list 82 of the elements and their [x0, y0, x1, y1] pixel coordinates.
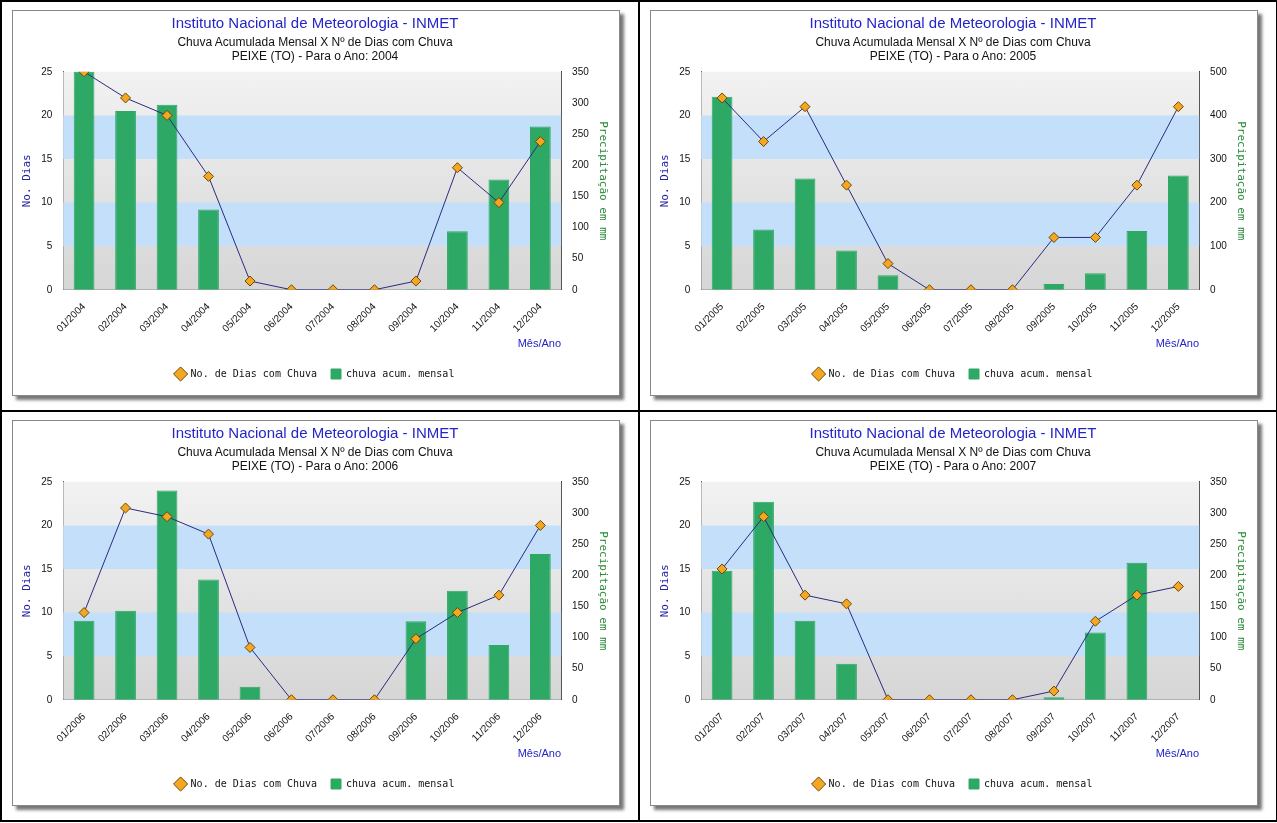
y2-tick-label: 50 [572, 252, 584, 264]
y2-tick-label: 250 [572, 127, 590, 139]
y2-tick-label: 150 [572, 190, 590, 202]
y-tick-label: 25 [679, 475, 691, 487]
chart-subtitle: Chuva Acumulada Mensal X Nº de Dias com Chuva PEIXE (TO) - Para o Ano: 2005 [815, 34, 1091, 63]
y-axis-title: No. Dias [20, 564, 34, 618]
y2-tick-label: 0 [572, 693, 579, 705]
y-tick-label: 15 [41, 562, 53, 574]
y2-tick-label: 350 [572, 65, 590, 77]
y-tick-label: 10 [679, 606, 691, 618]
y2-tick-label: 100 [1210, 631, 1228, 643]
y-tick-label: 5 [46, 239, 53, 251]
x-axis-title: Mês/Ano [1155, 337, 1200, 350]
y-tick-label: 25 [41, 65, 53, 77]
y2-tick-label: 100 [572, 221, 590, 233]
legend-label: No. de Dias com Chuva [190, 367, 318, 379]
y2-tick-label: 400 [1210, 109, 1228, 121]
x-axis-title: Mês/Ano [517, 337, 562, 350]
legend-label: No. de Dias com Chuva [828, 777, 956, 789]
y-tick-label: 25 [679, 65, 691, 77]
y2-tick-label: 0 [1210, 693, 1217, 705]
y2-tick-label: 250 [572, 537, 590, 549]
chart-title: Instituto Nacional de Meteorologia - INMET [809, 424, 1097, 442]
y2-tick-label: 250 [1210, 537, 1228, 549]
chart-subtitle: Chuva Acumulada Mensal X Nº de Dias com Chuva PEIXE (TO) - Para o Ano: 2006 [177, 444, 453, 473]
y-tick-label: 20 [679, 519, 691, 531]
y-tick-label: 10 [41, 606, 53, 618]
legend-label: chuva acum. mensal [346, 777, 455, 789]
y-axis-title: No. Dias [20, 154, 34, 208]
y2-tick-label: 0 [1210, 283, 1217, 295]
y2-axis-title: Precipitação em mm [596, 531, 610, 651]
y2-tick-label: 200 [572, 158, 590, 170]
y-tick-label: 15 [41, 152, 53, 164]
legend-label: chuva acum. mensal [984, 777, 1093, 789]
legend-label: chuva acum. mensal [984, 367, 1093, 379]
y-tick-label: 15 [679, 152, 691, 164]
y2-tick-label: 200 [1210, 568, 1228, 580]
y-tick-label: 10 [41, 196, 53, 208]
y2-tick-label: 200 [1210, 196, 1228, 208]
y-axis-title: No. Dias [658, 154, 672, 208]
y2-tick-label: 300 [572, 506, 590, 518]
legend-label: chuva acum. mensal [346, 367, 455, 379]
chart-title: Instituto Nacional de Meteorologia - INMET [171, 424, 459, 442]
y2-tick-label: 500 [1210, 65, 1228, 77]
y-tick-label: 0 [46, 283, 53, 295]
y2-tick-label: 50 [1210, 662, 1222, 674]
y-tick-label: 0 [684, 283, 691, 295]
y-tick-label: 20 [679, 109, 691, 121]
y-tick-label: 20 [41, 109, 53, 121]
chart-subtitle: Chuva Acumulada Mensal X Nº de Dias com Chuva PEIXE (TO) - Para o Ano: 2004 [177, 34, 453, 63]
y2-tick-label: 100 [1210, 239, 1228, 251]
y2-tick-label: 300 [572, 96, 590, 108]
x-axis-title: Mês/Ano [517, 747, 562, 760]
chart-title: Instituto Nacional de Meteorologia - INMET [171, 14, 459, 32]
chart-title: Instituto Nacional de Meteorologia - INMET [809, 14, 1097, 32]
legend-label: No. de Dias com Chuva [190, 777, 318, 789]
y-tick-label: 10 [679, 196, 691, 208]
y-tick-label: 25 [41, 475, 53, 487]
x-axis-title: Mês/Ano [1155, 747, 1200, 760]
y2-tick-label: 300 [1210, 506, 1228, 518]
y2-axis-title: Precipitação em mm [1234, 121, 1248, 241]
y-axis-title: No. Dias [658, 564, 672, 618]
y-tick-label: 5 [46, 649, 53, 661]
y2-tick-label: 350 [1210, 475, 1228, 487]
y2-tick-label: 300 [1210, 152, 1228, 164]
y-tick-label: 0 [684, 693, 691, 705]
legend-label: No. de Dias com Chuva [828, 367, 956, 379]
y-tick-label: 15 [679, 562, 691, 574]
y2-tick-label: 0 [572, 283, 579, 295]
y2-tick-label: 150 [1210, 600, 1228, 612]
y2-axis-title: Precipitação em mm [1234, 531, 1248, 651]
y-tick-label: 5 [684, 649, 691, 661]
y-tick-label: 20 [41, 519, 53, 531]
y2-tick-label: 50 [572, 662, 584, 674]
y2-tick-label: 150 [572, 600, 590, 612]
y2-tick-label: 200 [572, 568, 590, 580]
y-tick-label: 5 [684, 239, 691, 251]
chart-subtitle: Chuva Acumulada Mensal X Nº de Dias com Chuva PEIXE (TO) - Para o Ano: 2007 [815, 444, 1091, 473]
y2-tick-label: 100 [572, 631, 590, 643]
y2-axis-title: Precipitação em mm [596, 121, 610, 241]
y-tick-label: 0 [46, 693, 53, 705]
y2-tick-label: 350 [572, 475, 590, 487]
